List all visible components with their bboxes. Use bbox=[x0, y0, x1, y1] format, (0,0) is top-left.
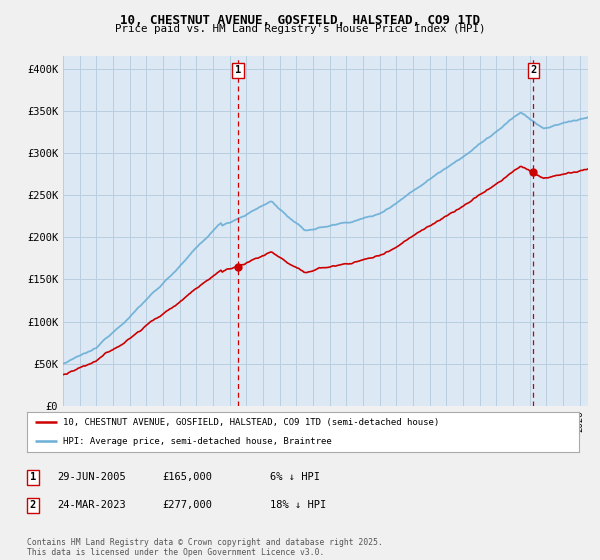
Text: HPI: Average price, semi-detached house, Braintree: HPI: Average price, semi-detached house,… bbox=[63, 437, 332, 446]
Text: Price paid vs. HM Land Registry's House Price Index (HPI): Price paid vs. HM Land Registry's House … bbox=[115, 24, 485, 34]
Text: 24-MAR-2023: 24-MAR-2023 bbox=[57, 500, 126, 510]
Text: 1: 1 bbox=[235, 66, 241, 76]
Text: £165,000: £165,000 bbox=[162, 472, 212, 482]
Text: 10, CHESTNUT AVENUE, GOSFIELD, HALSTEAD, CO9 1TD (semi-detached house): 10, CHESTNUT AVENUE, GOSFIELD, HALSTEAD,… bbox=[63, 418, 439, 427]
Text: 29-JUN-2005: 29-JUN-2005 bbox=[57, 472, 126, 482]
Text: 18% ↓ HPI: 18% ↓ HPI bbox=[270, 500, 326, 510]
Text: 2: 2 bbox=[30, 500, 36, 510]
Text: £277,000: £277,000 bbox=[162, 500, 212, 510]
Text: Contains HM Land Registry data © Crown copyright and database right 2025.
This d: Contains HM Land Registry data © Crown c… bbox=[27, 538, 383, 557]
Text: 1: 1 bbox=[30, 472, 36, 482]
Text: 2: 2 bbox=[530, 66, 536, 76]
Text: 10, CHESTNUT AVENUE, GOSFIELD, HALSTEAD, CO9 1TD: 10, CHESTNUT AVENUE, GOSFIELD, HALSTEAD,… bbox=[120, 14, 480, 27]
Text: 6% ↓ HPI: 6% ↓ HPI bbox=[270, 472, 320, 482]
